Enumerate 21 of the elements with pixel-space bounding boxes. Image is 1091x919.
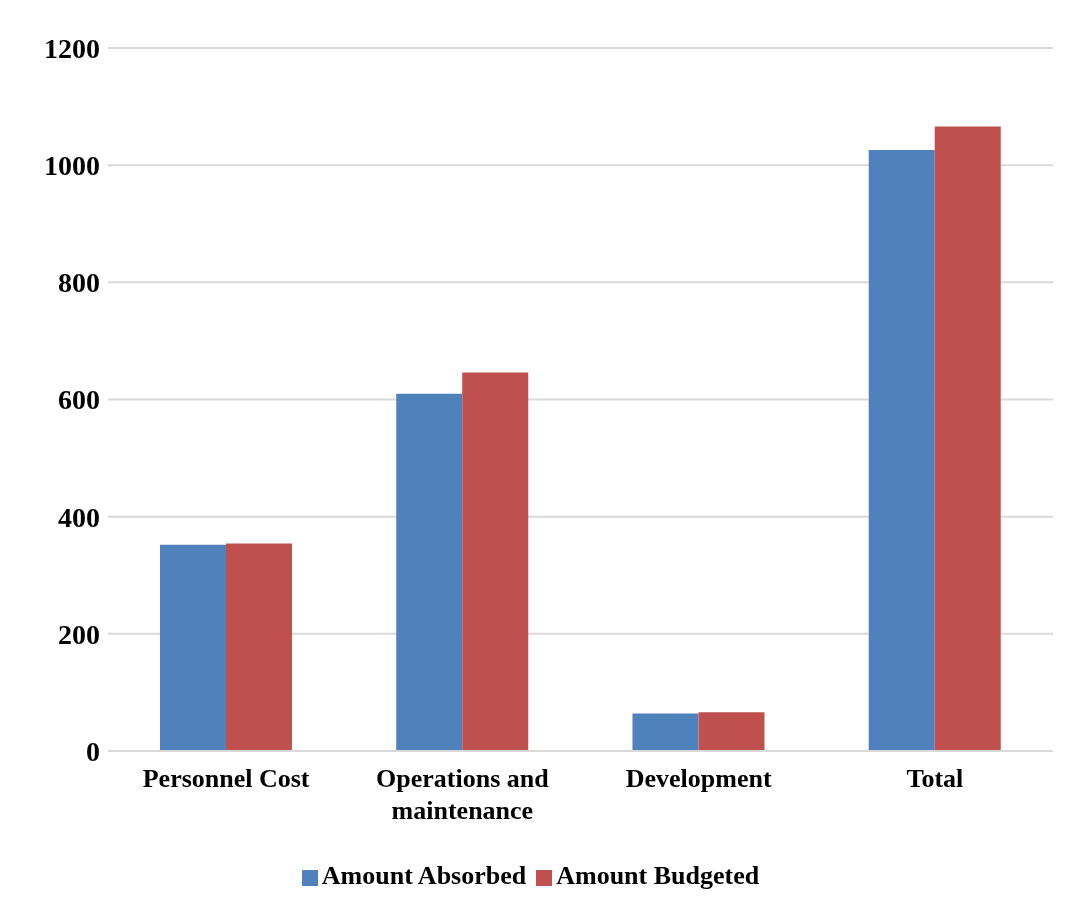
y-tick-label: 400 [58,501,100,533]
x-tick-label: Development [625,764,772,793]
bar [396,393,463,751]
bar [632,713,699,751]
y-tick-label: 800 [58,267,100,299]
y-tick-label: 1000 [44,150,100,182]
y-tick-label: 1200 [44,32,100,64]
legend-label: Amount Absorbed [321,861,527,890]
y-tick-label: 200 [58,618,100,650]
bar [462,372,529,751]
bar [159,544,226,751]
bar [934,126,1001,751]
y-tick-label: 600 [58,384,100,416]
y-tick-label: 0 [86,735,100,767]
bar [225,543,292,751]
bar [868,149,935,751]
x-tick-label: Operations and maintenance [376,764,550,825]
x-tick-label: Total [906,764,964,793]
legend-label: Amount Budgeted [556,861,760,890]
x-tick-label: Personnel Cost [142,764,310,793]
bar [698,712,765,751]
